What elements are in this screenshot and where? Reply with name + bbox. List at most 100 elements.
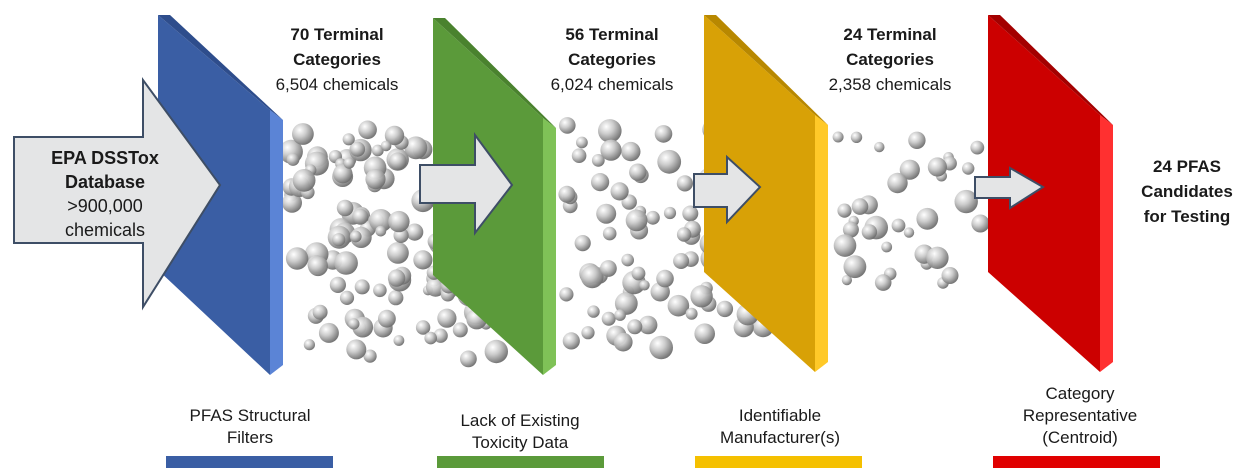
stage-arrow-3 xyxy=(974,166,1045,210)
chemical-sphere xyxy=(600,139,622,161)
chemical-sphere xyxy=(452,322,468,338)
chemical-sphere xyxy=(962,162,975,175)
chemical-sphere xyxy=(638,315,658,335)
chemical-sphere xyxy=(874,274,892,291)
chemical-sphere xyxy=(971,214,990,233)
chemical-sphere xyxy=(437,308,457,328)
chemical-sphere xyxy=(614,309,626,321)
stage-1-heading-line1: 70 Terminal xyxy=(290,25,384,44)
chemical-sphere xyxy=(881,241,893,253)
chemical-sphere xyxy=(384,125,405,146)
chemical-sphere xyxy=(348,318,360,330)
stage-arrow-1 xyxy=(419,131,514,236)
legend-bar-blue xyxy=(166,456,333,468)
source-title: EPA DSSTox xyxy=(51,148,159,168)
stage-1-count: 6,504 chemicals xyxy=(275,75,399,94)
chemical-sphere xyxy=(574,235,591,252)
chemical-sphere xyxy=(318,322,339,343)
chemical-sphere xyxy=(627,319,643,335)
stage-3-heading-line1: 24 Terminal xyxy=(843,25,937,44)
chemical-sphere xyxy=(657,149,682,174)
chemical-sphere xyxy=(941,267,959,284)
chemical-sphere xyxy=(388,210,410,233)
chemical-sphere xyxy=(598,119,622,143)
chemical-sphere xyxy=(833,234,857,257)
chemical-sphere xyxy=(380,140,392,152)
chemical-sphere xyxy=(903,227,915,238)
chemical-sphere xyxy=(460,350,477,368)
chemical-sphere xyxy=(656,269,674,288)
chemical-sphere xyxy=(926,246,949,269)
chemical-sphere xyxy=(629,163,647,181)
result-line2: Candidates xyxy=(1141,182,1233,201)
chemical-sphere xyxy=(406,223,424,241)
filter-label-centroid: Category Representative (Centroid) xyxy=(1022,384,1138,447)
chemical-sphere xyxy=(591,173,610,192)
chemical-sphere xyxy=(646,210,660,225)
chemical-sphere xyxy=(433,328,448,343)
chemical-sphere xyxy=(393,335,405,346)
chemical-sphere xyxy=(343,157,355,169)
chemical-sphere xyxy=(336,199,354,217)
chemical-sphere xyxy=(654,125,673,143)
chemical-sphere xyxy=(562,332,580,350)
chemical-sphere xyxy=(602,226,617,241)
legend-bar-red xyxy=(993,456,1160,468)
chemical-sphere xyxy=(832,131,844,143)
chemical-sphere xyxy=(339,290,355,305)
chemical-sphere xyxy=(667,294,690,317)
stage-2-heading-line1: 56 Terminal xyxy=(565,25,659,44)
chemical-spheres xyxy=(279,116,990,368)
chemical-sphere xyxy=(415,320,431,335)
stage-1-heading-line2: Categories xyxy=(293,50,381,69)
chemical-sphere xyxy=(333,164,353,184)
stage-3-heading-line2: Categories xyxy=(846,50,934,69)
chemical-sphere xyxy=(559,287,574,302)
chemical-sphere xyxy=(610,182,629,201)
chemical-sphere xyxy=(308,256,328,277)
chemical-sphere xyxy=(596,203,617,224)
chemical-sphere xyxy=(484,339,508,364)
filter-label-toxicity: Lack of Existing Toxicity Data xyxy=(460,411,580,452)
chemical-sphere xyxy=(663,206,677,220)
chemical-sphere xyxy=(571,148,587,163)
chemical-sphere xyxy=(613,332,633,352)
chemical-sphere xyxy=(861,224,878,240)
chemical-sphere xyxy=(842,221,859,238)
chemical-sphere xyxy=(614,292,638,315)
stage-arrow-2 xyxy=(693,154,762,225)
chemical-sphere xyxy=(404,136,428,160)
chemical-sphere xyxy=(887,172,908,194)
chemical-sphere xyxy=(371,144,384,157)
chemical-sphere xyxy=(631,266,646,281)
chemical-sphere xyxy=(682,205,699,222)
filter-panel-red xyxy=(988,15,1113,372)
stage-2-count: 6,024 chemicals xyxy=(550,75,674,94)
chemical-sphere xyxy=(292,123,314,145)
chemical-sphere xyxy=(874,141,885,153)
chemical-sphere xyxy=(329,276,346,293)
chemical-sphere xyxy=(927,157,948,177)
source-unit: chemicals xyxy=(64,220,146,240)
stage-3-count: 2,358 chemicals xyxy=(828,75,952,94)
chemical-sphere xyxy=(690,285,713,308)
chemical-sphere xyxy=(332,233,346,247)
chemical-sphere xyxy=(558,185,576,203)
chemical-sphere xyxy=(352,208,369,225)
chemical-sphere xyxy=(580,265,604,289)
chemical-sphere xyxy=(970,140,985,155)
chemical-sphere xyxy=(908,131,926,149)
chemical-sphere xyxy=(387,242,409,264)
chemical-sphere xyxy=(899,159,920,180)
chemical-sphere xyxy=(424,331,438,345)
chemical-sphere xyxy=(649,335,673,360)
chemical-sphere xyxy=(413,250,433,270)
chemical-sphere xyxy=(559,117,576,134)
chemical-sphere xyxy=(354,279,370,295)
chemical-sphere xyxy=(676,175,694,192)
chemical-sphere xyxy=(312,304,328,320)
chemical-sphere xyxy=(365,169,386,190)
filter-panel-gold xyxy=(704,15,828,372)
chemical-sphere xyxy=(601,311,616,326)
chemical-sphere xyxy=(388,290,404,306)
